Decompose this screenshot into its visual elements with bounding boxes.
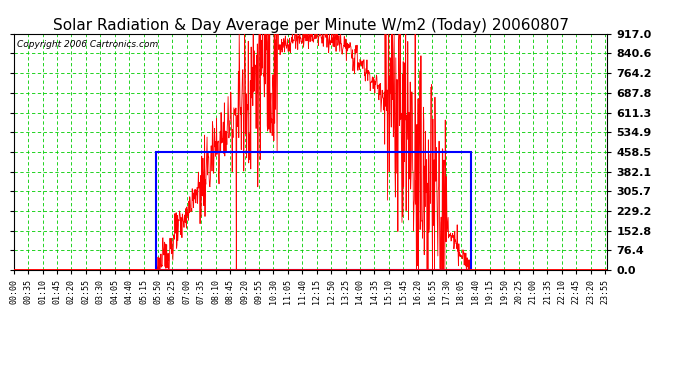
Title: Solar Radiation & Day Average per Minute W/m2 (Today) 20060807: Solar Radiation & Day Average per Minute… bbox=[52, 18, 569, 33]
Bar bbox=[156, 152, 471, 270]
Text: Copyright 2006 Cartronics.com: Copyright 2006 Cartronics.com bbox=[17, 40, 158, 49]
